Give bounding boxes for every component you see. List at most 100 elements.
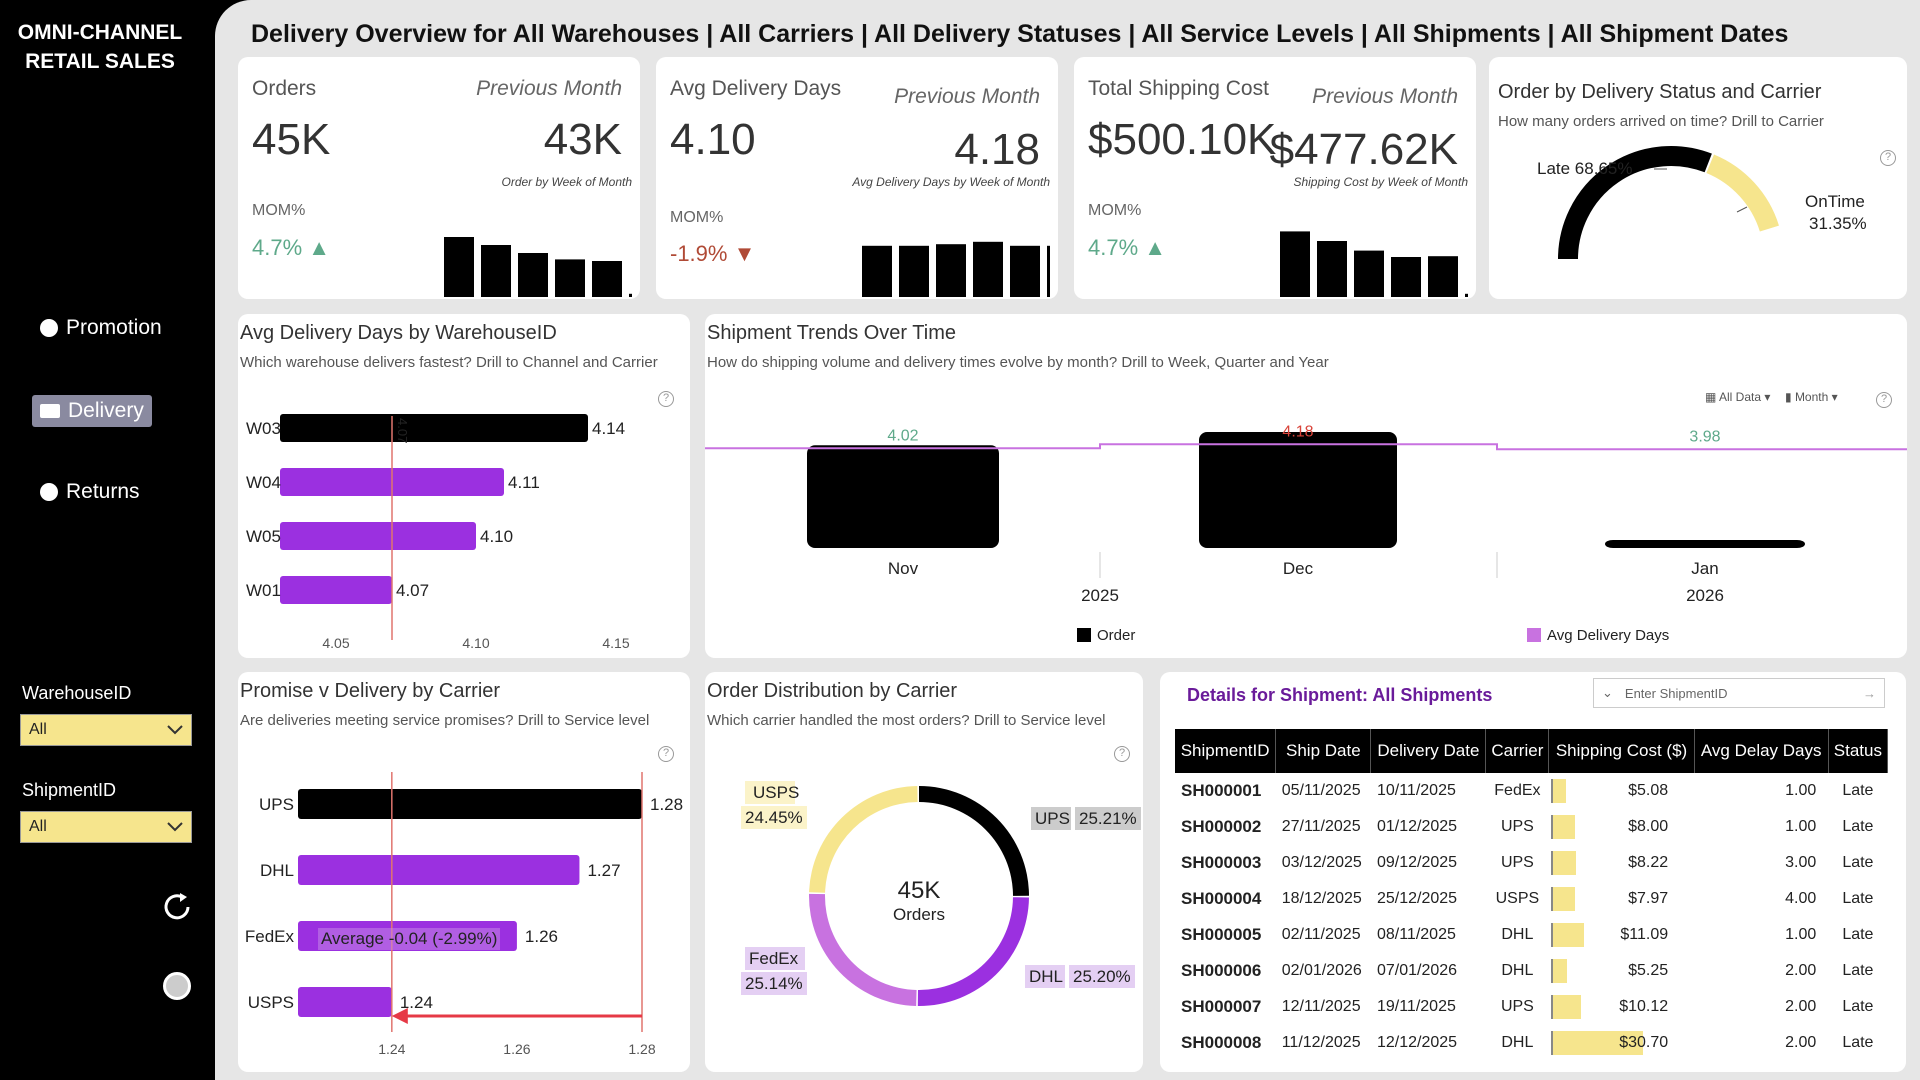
x-tick-label: Dec [1283,559,1314,578]
delivery-status-card[interactable]: Order by Delivery Status and Carrier How… [1489,57,1907,299]
truck-icon [40,404,60,418]
avg-days-line [705,443,1907,451]
column-header[interactable]: Ship Date [1275,729,1372,773]
bar [280,576,392,604]
kpi-card-orders[interactable]: Orders Previous Month 45K 43K Order by W… [238,57,640,299]
kpi-card-delivery-days[interactable]: Avg Delivery Days Previous Month 4.10 4.… [656,57,1058,299]
label-box [745,781,795,804]
carrier-donut-chart: UPS 25.21% DHL 25.20% FedEx 25.14% USPS 24.45% 4… [741,781,1141,1006]
month-control[interactable]: ▮ Month ▾ [1785,390,1838,404]
status-cell: Late [1842,998,1874,1015]
kpi-prev-label: Previous Month [894,85,1040,108]
average-tooltip: Average -0.04 (-2.99%) [318,928,501,950]
kpi-value: $500.10K [1088,115,1277,164]
kpi-card-shipping-cost[interactable]: Total Shipping Cost Previous Month $500.… [1074,57,1476,299]
column-header[interactable]: Status [1828,729,1889,773]
carrier-bar-chart: UPS 1.28 DHL 1.27 FedEx 1.26 USPS 1.24 1.24 1.26 1… [245,772,683,1057]
status-cell: Late [1842,890,1874,907]
nav-promotion[interactable]: Promotion [40,316,162,340]
value-label: 1.27 [587,861,620,880]
year-label: 2026 [1686,586,1724,605]
value-label: 4.14 [592,419,625,438]
cost-databar [1550,815,1575,839]
refresh-icon[interactable] [160,890,194,924]
kpi-value: 45K [252,115,331,164]
gauge-ontime-value: 31.35% [1809,214,1867,233]
carrier-cell: USPS [1495,890,1540,907]
nav-delivery[interactable]: Delivery [32,395,152,427]
kpi-spark-note: Shipping Cost by Week of Month [1293,175,1468,189]
nav-promotion-label: Promotion [66,316,162,339]
kpi-title: Avg Delivery Days [670,77,842,100]
cost-value: $8.22 [1628,854,1669,871]
delay-days-cell: 4.00 [1785,890,1817,907]
category-label: DHL [260,861,294,880]
sparkline-bar [518,253,548,297]
cost-value: $7.97 [1628,890,1669,907]
sparkline-bar [1465,293,1468,297]
info-icon[interactable] [163,972,191,1000]
delivery-date-cell: 08/11/2025 [1376,926,1456,943]
help-icon[interactable]: ? [1876,392,1892,408]
table-row[interactable]: SH000007 12/11/2025 19/11/2025 UPS $10.12 2.0… [1175,989,1888,1025]
bar [298,855,580,885]
shipment-id-cell: SH000001 [1181,781,1262,800]
column-header[interactable]: ShipmentID [1175,729,1277,773]
category-label: W03 [246,419,281,438]
value-label: 1.24 [400,993,433,1012]
value-label: 4.11 [508,473,540,492]
table-row[interactable]: SH000001 05/11/2025 10/11/2025 FedEx $5.08 1.… [1175,773,1888,809]
table-row[interactable]: SH000005 02/11/2025 08/11/2025 DHL $11.09 1.0… [1175,917,1888,953]
table-row[interactable]: SH000003 03/12/2025 09/12/2025 UPS $8.22 3.00… [1175,845,1888,881]
table-row[interactable]: SH000002 27/11/2025 01/12/2025 UPS $8.00 1.00… [1175,809,1888,845]
kpi-sparkline [1280,231,1468,297]
nav-returns[interactable]: Returns [40,480,140,504]
carrier-chart-card[interactable]: Promise v Delivery by Carrier Are delive… [238,672,690,1072]
kpi-mom-label: MOM% [1088,202,1142,219]
label-box [1031,807,1071,830]
label-box [741,972,807,995]
shipment-search-input[interactable]: ⌄ Enter ShipmentID → [1593,678,1885,708]
warehouse-filter-select[interactable]: All [20,714,192,746]
brand-line-2: RETAIL SALES [25,50,175,73]
help-icon[interactable]: ? [1880,150,1896,166]
shipment-details-card[interactable]: Details for Shipment: All Shipments ⌄ En… [1160,672,1906,1072]
main-canvas: Delivery Overview for All Warehouses | A… [215,0,1920,1080]
help-icon[interactable]: ? [658,391,674,407]
card-title: Order Distribution by Carrier [707,680,958,702]
warehouse-filter-value: All [29,721,47,738]
category-label: FedEx [245,927,295,946]
ship-date-cell: 03/12/2025 [1281,854,1362,871]
ship-date-cell: 27/11/2025 [1281,818,1361,835]
data-label: 4.02 [887,427,918,444]
help-icon[interactable]: ? [1114,746,1130,762]
reference-label: 4.07 [395,418,410,443]
trends-chart-card[interactable]: Shipment Trends Over Time How do shippin… [705,314,1907,658]
delay-days-cell: 2.00 [1785,962,1817,979]
delivery-date-cell: 01/12/2025 [1376,818,1458,835]
table-row[interactable]: SH000004 18/12/2025 25/12/2025 USPS $7.97 4.0… [1175,881,1888,917]
x-tick-label: 1.26 [503,1041,530,1057]
slice-value-label: 25.20% [1073,967,1131,986]
distribution-chart-card[interactable]: Order Distribution by Carrier Which carr… [705,672,1143,1072]
column-header[interactable]: Shipping Cost ($) [1548,729,1695,773]
column-header[interactable]: Carrier [1485,729,1550,773]
shipment-id-cell: SH000003 [1181,853,1262,872]
column-header[interactable]: Avg Delay Days [1694,729,1829,773]
table-row[interactable]: SH000006 02/01/2026 07/01/2026 DHL $5.25 2.00… [1175,953,1888,989]
sparkline-bar [1391,257,1421,297]
delivery-date-cell: 10/11/2025 [1376,782,1456,799]
warehouse-chart-card[interactable]: Avg Delivery Days by WarehouseID Which w… [238,314,690,658]
help-icon[interactable]: ? [658,746,674,762]
shipment-filter-select[interactable]: All [20,811,192,843]
table-row[interactable]: SH000008 11/12/2025 12/12/2025 DHL $30.70 2.0… [1175,1025,1888,1061]
arrow-right-icon[interactable]: → [1863,685,1876,701]
column-header[interactable]: Delivery Date [1370,729,1487,773]
all-data-control[interactable]: ▦ All Data ▾ [1705,390,1771,404]
bar [298,987,392,1017]
category-label: W05 [246,527,281,546]
data-label: 3.98 [1689,428,1720,445]
kpi-mom: 4.7% ▲ [252,235,330,261]
promotion-icon [40,319,58,337]
shipping-cost-cell: $30.70 [1549,1025,1694,1061]
